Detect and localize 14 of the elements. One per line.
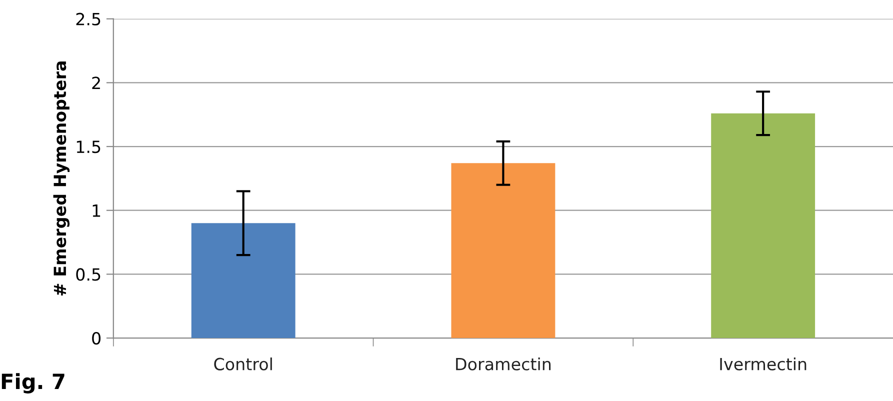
y-tick-label: 2.5 [76,12,100,26]
y-tick-label: 1 [92,204,100,217]
x-tick-label: Ivermectin [720,357,806,370]
bar [711,113,816,338]
x-tick-label: Control [214,357,272,370]
y-tick-label: 1.5 [76,140,100,154]
bar [191,223,296,338]
bar [451,163,556,338]
x-tick-label: Doramectin [456,357,551,370]
y-tick-label: 0 [92,332,100,345]
y-tick-label: 2 [92,76,100,90]
y-tick-label: 0.5 [76,268,100,281]
caption: Fig. 7 [2,373,64,394]
y-axis-title: # Emerged Hymenoptera [53,62,70,296]
